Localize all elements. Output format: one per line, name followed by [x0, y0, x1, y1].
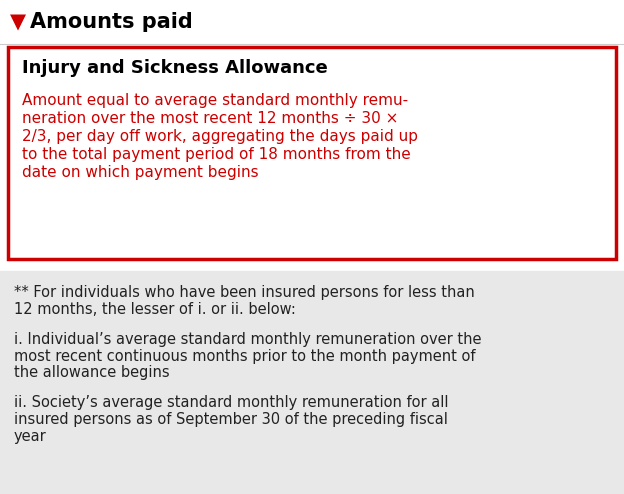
Text: 2/3, per day off work, aggregating the days paid up: 2/3, per day off work, aggregating the d…	[22, 129, 418, 144]
Text: ** For individuals who have been insured persons for less than: ** For individuals who have been insured…	[14, 285, 475, 300]
Text: Injury and Sickness Allowance: Injury and Sickness Allowance	[22, 59, 328, 77]
Text: date on which payment begins: date on which payment begins	[22, 165, 258, 180]
Bar	[0, 271, 624, 494]
Text: insured persons as of September 30 of the preceding fiscal: insured persons as of September 30 of th…	[14, 412, 448, 427]
Text: Amount equal to average standard monthly remu-: Amount equal to average standard monthly…	[22, 93, 408, 108]
Text: neration over the most recent 12 months ÷ 30 ×: neration over the most recent 12 months …	[22, 111, 398, 126]
Text: to the total payment period of 18 months from the: to the total payment period of 18 months…	[22, 147, 411, 162]
Text: ii. Society’s average standard monthly remuneration for all: ii. Society’s average standard monthly r…	[14, 396, 449, 411]
Text: ▼: ▼	[10, 12, 26, 32]
Text: Amounts paid: Amounts paid	[30, 12, 193, 32]
Text: 12 months, the lesser of i. or ii. below:: 12 months, the lesser of i. or ii. below…	[14, 301, 296, 317]
Text: i. Individual’s average standard monthly remuneration over the: i. Individual’s average standard monthly…	[14, 332, 482, 347]
FancyBboxPatch shape	[8, 47, 616, 259]
Text: most recent continuous months prior to the month payment of: most recent continuous months prior to t…	[14, 348, 475, 364]
Text: year: year	[14, 428, 47, 444]
Text: the allowance begins: the allowance begins	[14, 365, 170, 380]
